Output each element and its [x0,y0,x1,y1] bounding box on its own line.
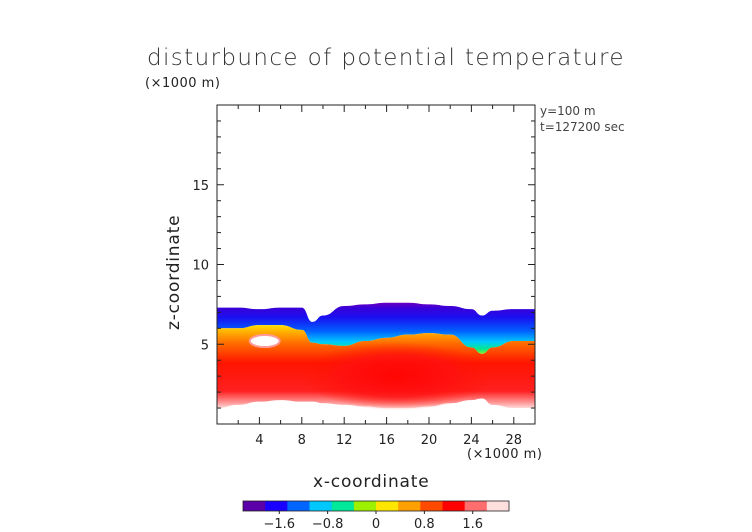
colorbar-tick-label: 0.8 [414,517,435,532]
y-tick-label: 15 [192,179,209,194]
x-tick-label: 28 [506,433,523,448]
colorbar-tick-label: −0.8 [312,517,344,532]
x-tick-label: 4 [255,433,263,448]
x-tick-label: 24 [463,433,480,448]
chart-title: disturbunce of potential temperature [147,45,625,71]
colorbar-segment [464,501,488,511]
x-tick-label: 16 [378,433,395,448]
colorbar-tick-label: −1.6 [263,517,295,532]
colorbar-segment [420,501,443,511]
x-axis-label: x-coordinate [313,472,430,492]
colorbar-segment [243,501,266,511]
slice-position-label: y=100 m [540,104,596,118]
colorbar-segment [486,501,510,511]
colorbar-segment [265,501,288,511]
white-pocket [248,334,281,349]
colorbar-segment [287,501,310,511]
colorbar-segment [442,501,466,511]
y-tick-label: 5 [201,338,209,353]
z-axis-scale-label: (×1000 m) [145,76,221,91]
colorbar-tick-label: 1.6 [462,517,483,532]
colorbar-segment [309,501,333,511]
negative-anomaly-layer [217,302,535,354]
colorbar-segment [398,501,421,511]
x-tick-label: 8 [298,433,306,448]
x-axis-scale-label: (×1000 m) [467,447,543,462]
colorbar-segment [353,501,377,511]
time-label: t=127200 sec [540,120,625,134]
colorbar-segment [331,501,355,511]
x-tick-label: 12 [336,433,353,448]
x-tick-label: 20 [421,433,438,448]
colorbar-tick-label: 0 [372,517,380,532]
colorbar-segment [376,501,399,511]
warm-core [302,342,493,411]
y-tick-label: 10 [192,259,209,274]
